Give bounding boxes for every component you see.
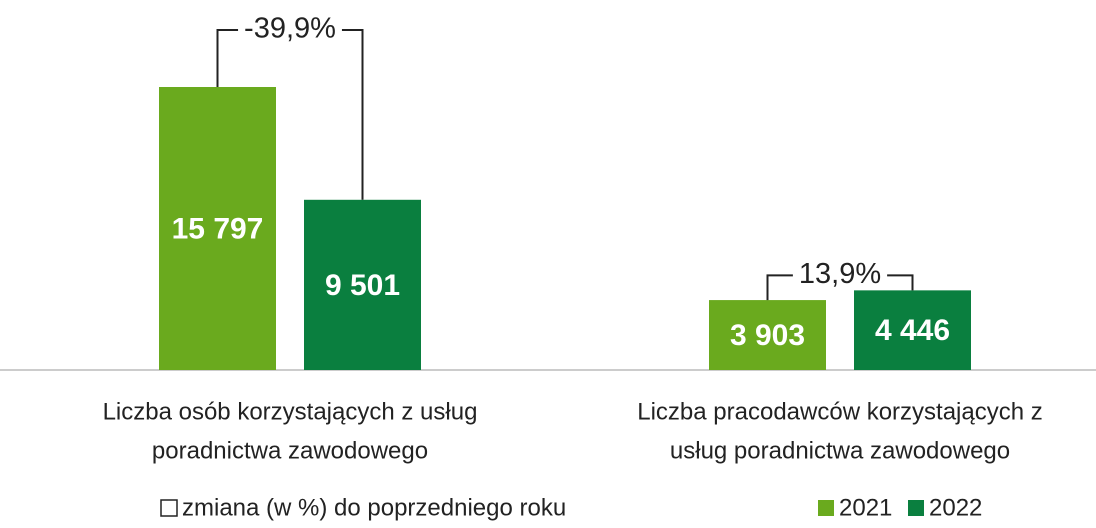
bar	[304, 199, 421, 370]
bar	[709, 300, 826, 370]
bar	[159, 87, 276, 370]
value-label: 9 501	[325, 269, 400, 302]
bar	[854, 290, 971, 370]
legend-swatch	[818, 500, 834, 516]
x-tick-label: Liczba pracodawców korzystających z	[637, 398, 1043, 425]
change-label-bg	[238, 12, 342, 45]
value-label: 15 797	[172, 212, 264, 245]
value-label: 4 446	[875, 314, 950, 347]
value-label: 3 903	[730, 319, 805, 352]
x-tick-label: Liczba osób korzystających z usług	[103, 398, 478, 425]
change-label: 13,9%	[799, 258, 881, 290]
change-label: -39,9%	[244, 13, 336, 45]
x-tick-label: usług poradnictwa zawodowego	[670, 437, 1010, 464]
x-tick-label: poradnictwa zawodowego	[152, 437, 428, 464]
legend-label: 2022	[929, 494, 982, 521]
legend-swatch	[160, 499, 178, 517]
change-label-bg	[792, 258, 888, 291]
legend-label: 2021	[839, 494, 892, 521]
legend-label: zmiana (w %) do poprzedniego roku	[182, 494, 566, 521]
legend-swatch	[908, 500, 924, 516]
